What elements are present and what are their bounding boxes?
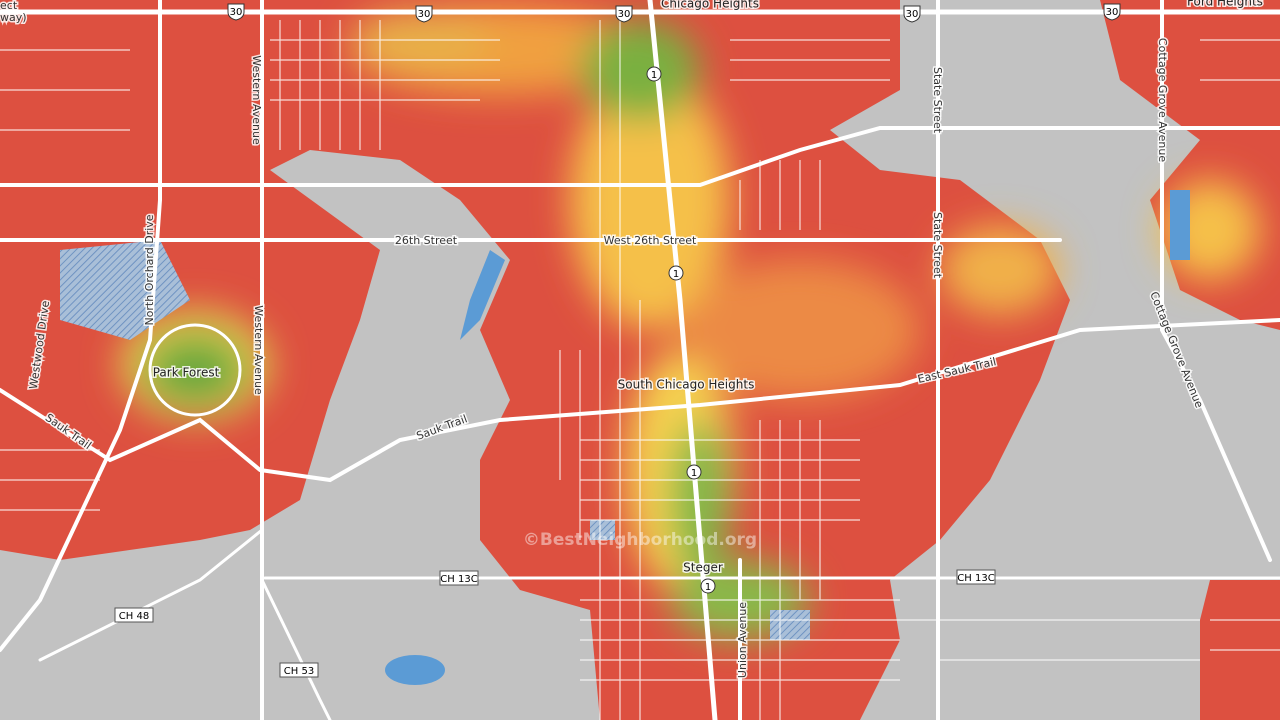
- street-label: State Street: [931, 67, 944, 134]
- shield-shape: [1103, 3, 1121, 21]
- shield-shape: [686, 464, 702, 480]
- shield-label: 1: [705, 582, 711, 593]
- us-route-shield: 30: [415, 5, 433, 23]
- state-route-shield: 1: [668, 265, 684, 281]
- place-label: Park Forest: [153, 366, 220, 380]
- shield-shape: [668, 265, 684, 281]
- us-route-shield: 30: [615, 5, 633, 23]
- shield-label: 30: [230, 7, 243, 18]
- county-road-label: CH 48: [114, 607, 154, 623]
- county-road-label: CH 13C: [439, 570, 479, 586]
- shield-label: 30: [418, 9, 431, 20]
- state-route-shield: 1: [700, 578, 716, 594]
- watermark: ©BestNeighborhood.org: [523, 530, 757, 550]
- shields: 30 30 30 30 30 1 1 1 1 CH 13C CH 13C CH 48 CH 53: [114, 3, 1121, 678]
- shield-shape: [700, 578, 716, 594]
- place-label: Steger: [683, 561, 723, 575]
- county-road-text: CH 53: [284, 666, 314, 677]
- us-route-shield: 30: [903, 5, 921, 23]
- state-route-shield: 1: [646, 66, 662, 82]
- label-box: [956, 569, 996, 585]
- street-label: State Street: [931, 212, 944, 279]
- shield-label: 1: [651, 70, 657, 81]
- county-road-text: CH 13C: [440, 574, 477, 585]
- us-route-shield: 30: [1103, 3, 1121, 21]
- street-label: North Orchard Drive: [143, 214, 156, 325]
- state-route-shield: 1: [686, 464, 702, 480]
- shield-shape: [903, 5, 921, 23]
- county-road-text: CH 48: [119, 611, 149, 622]
- label-box: [439, 570, 479, 586]
- street-label: West 26th Street: [604, 234, 697, 247]
- street-label: Cottage Grove Avenue: [1156, 38, 1169, 162]
- place-label: South Chicago Heights: [618, 378, 755, 392]
- place-label: Chicago Heights: [661, 0, 759, 11]
- shield-label: 1: [673, 269, 679, 280]
- county-road-text: CH 13C: [957, 573, 994, 584]
- shield-label: 1: [691, 468, 697, 479]
- label-box: [114, 607, 154, 623]
- water: [60, 190, 1190, 685]
- street-label: 26th Street: [395, 234, 458, 247]
- street-label: Union Avenue: [736, 602, 749, 678]
- us-route-shield: 30: [227, 3, 245, 21]
- place-label: Ford Heights: [1187, 0, 1263, 9]
- shield-shape: [227, 3, 245, 21]
- partial-label: way): [0, 11, 27, 24]
- shield-shape: [415, 5, 433, 23]
- county-road-label: CH 13C: [956, 569, 996, 585]
- county-road-label: CH 53: [279, 662, 319, 678]
- shield-label: 30: [618, 9, 631, 20]
- shield-shape: [615, 5, 633, 23]
- shield-label: 30: [906, 9, 919, 20]
- label-box: [279, 662, 319, 678]
- shield-shape: [646, 66, 662, 82]
- street-label: Western Avenue: [250, 55, 263, 145]
- street-label: Western Avenue: [252, 305, 265, 395]
- shield-label: 30: [1106, 7, 1119, 18]
- partial-label: ect: [0, 0, 18, 12]
